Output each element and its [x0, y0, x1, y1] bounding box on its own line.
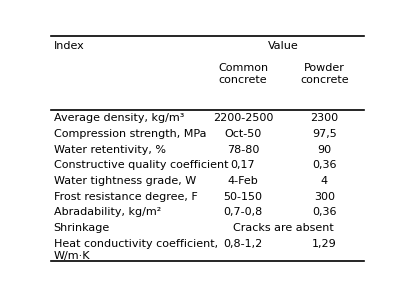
- Text: Heat conductivity coefficient,
W/m·K: Heat conductivity coefficient, W/m·K: [54, 239, 218, 261]
- Text: Average density, kg/m³: Average density, kg/m³: [54, 113, 184, 123]
- Text: Common
concrete: Common concrete: [218, 62, 268, 85]
- Text: 0,36: 0,36: [312, 208, 337, 218]
- Text: 4-Feb: 4-Feb: [228, 176, 259, 186]
- Text: 0,17: 0,17: [231, 160, 255, 170]
- Text: 97,5: 97,5: [312, 129, 337, 139]
- Text: 4: 4: [321, 176, 328, 186]
- Text: 0,7-0,8: 0,7-0,8: [223, 208, 263, 218]
- Text: 2300: 2300: [310, 113, 339, 123]
- Text: 1,29: 1,29: [312, 239, 337, 249]
- Text: 0,8-1,2: 0,8-1,2: [223, 239, 263, 249]
- Text: Value: Value: [268, 41, 299, 51]
- Text: 50-150: 50-150: [223, 192, 263, 202]
- Text: Index: Index: [54, 41, 84, 51]
- Text: 300: 300: [314, 192, 335, 202]
- Text: 90: 90: [318, 145, 332, 154]
- Text: Cracks are absent: Cracks are absent: [234, 223, 334, 233]
- Text: Shrinkage: Shrinkage: [54, 223, 110, 233]
- Text: Abradability, kg/m²: Abradability, kg/m²: [54, 208, 161, 218]
- Text: Oct-50: Oct-50: [225, 129, 262, 139]
- Text: Water retentivity, %: Water retentivity, %: [54, 145, 166, 154]
- Text: Constructive quality coefficient: Constructive quality coefficient: [54, 160, 228, 170]
- Text: Powder
concrete: Powder concrete: [300, 62, 349, 85]
- Text: 78-80: 78-80: [227, 145, 259, 154]
- Text: 2200-2500: 2200-2500: [213, 113, 273, 123]
- Text: Water tightness grade, W: Water tightness grade, W: [54, 176, 196, 186]
- Text: Frost resistance degree, F: Frost resistance degree, F: [54, 192, 198, 202]
- Text: Compression strength, MPa: Compression strength, MPa: [54, 129, 206, 139]
- Text: 0,36: 0,36: [312, 160, 337, 170]
